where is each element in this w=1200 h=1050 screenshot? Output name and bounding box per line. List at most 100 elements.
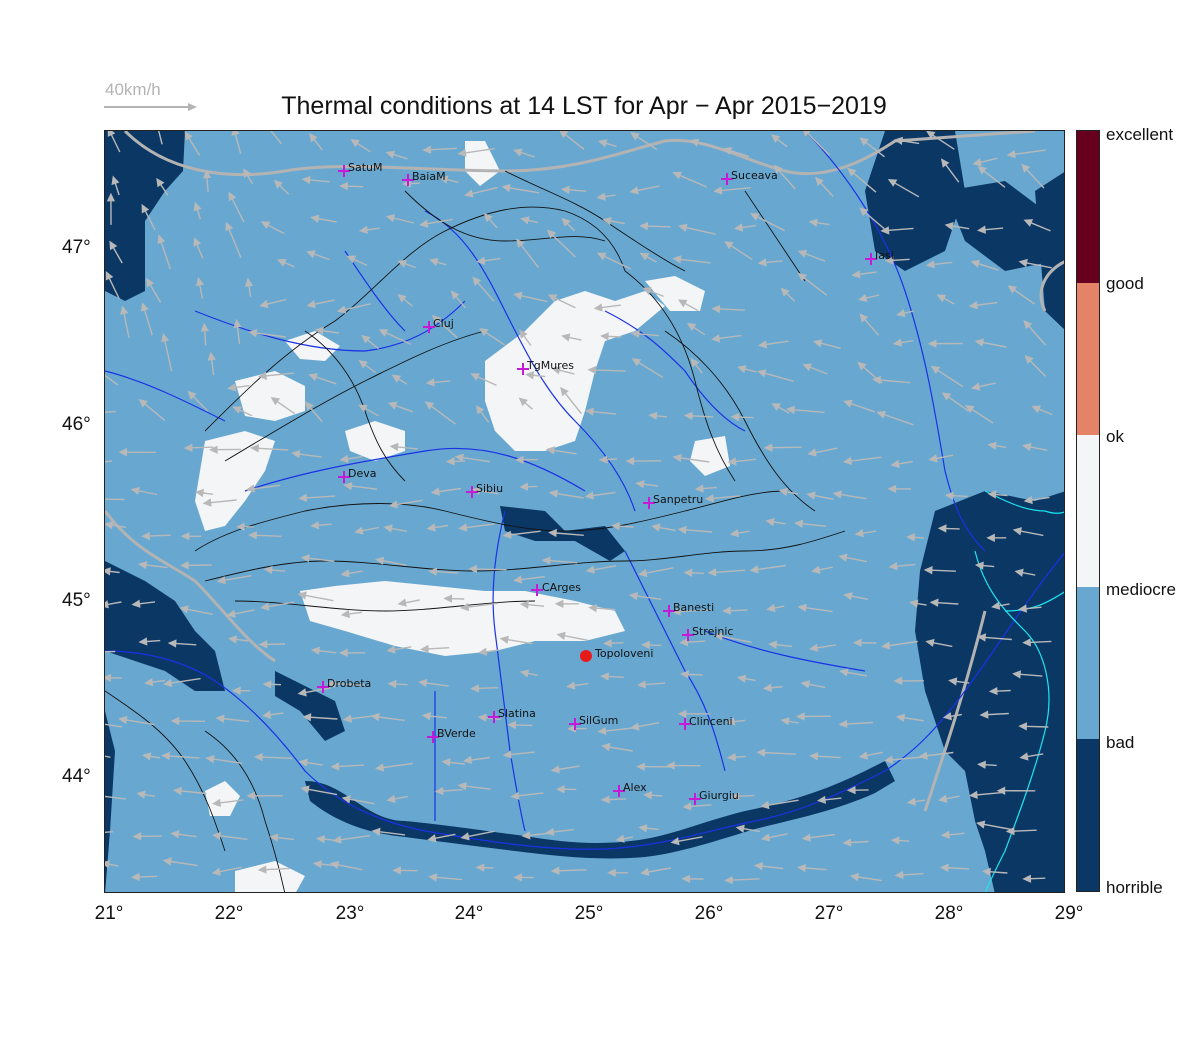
wind-arrow-head	[300, 554, 310, 563]
wind-arrow-head	[183, 443, 193, 452]
wind-arrow-head	[431, 314, 442, 324]
wind-arrow-head	[195, 276, 205, 287]
wind-arrow-head	[970, 259, 981, 268]
wind-arrow-head	[808, 218, 818, 227]
wind-arrow-head	[677, 525, 687, 535]
wind-arrow-head	[339, 182, 348, 191]
wind-arrow-head	[735, 824, 745, 833]
wind-arrow-head	[909, 599, 919, 608]
wind-arrow-head	[859, 137, 869, 147]
wind-arrow-head	[628, 591, 638, 601]
wind-arrow-head	[884, 256, 894, 265]
wind-arrow-head	[630, 329, 640, 339]
city-marker	[682, 629, 694, 641]
wind-arrow-head	[248, 328, 258, 338]
wind-arrow-head	[130, 486, 140, 495]
wind-arrow-head	[105, 567, 111, 576]
wind-arrow-head	[923, 566, 933, 575]
wind-arrow-head	[797, 250, 808, 258]
wind-arrow-head	[245, 484, 255, 493]
wind-arrow-head	[843, 592, 853, 601]
wind-arrow-head	[635, 480, 645, 489]
wind-arrow-head	[260, 221, 271, 230]
wind-arrow-head	[972, 158, 982, 167]
wind-arrow-head	[144, 677, 154, 687]
wind-arrow-head	[1021, 163, 1031, 173]
wind-arrow-head	[375, 763, 385, 772]
wind-arrow-head	[1023, 319, 1033, 330]
wind-arrow-head	[630, 132, 640, 141]
wind-arrow-head	[737, 365, 747, 374]
wind-arrow-head	[520, 216, 530, 225]
wind-arrow-head	[596, 192, 606, 201]
wind-arrow-head	[156, 177, 165, 188]
wind-arrow-head	[876, 410, 886, 419]
wind-arrow-head	[304, 401, 314, 411]
wind-arrow-head	[383, 524, 393, 533]
wind-arrow-head	[142, 752, 152, 761]
wind-arrow-head	[202, 169, 212, 179]
wind-arrow-head	[385, 150, 396, 159]
wind-arrow-head	[371, 827, 381, 836]
city-label: Suceava	[731, 169, 778, 182]
wind-arrow-head	[681, 874, 691, 884]
wind-arrow-head	[815, 176, 824, 186]
wind-arrow-head	[585, 565, 595, 574]
wind-arrow-head	[988, 686, 998, 696]
wind-arrow-head	[807, 448, 817, 457]
wind-arrow-head	[470, 373, 480, 381]
wind-arrow-head	[202, 498, 212, 507]
wind-arrow-head	[1014, 568, 1024, 577]
legend-label-good: good	[1106, 274, 1144, 293]
wind-arrow	[105, 601, 122, 606]
city-marker	[689, 793, 701, 805]
wind-arrow-head	[561, 333, 571, 342]
wind-arrow-head	[358, 404, 368, 413]
wind-arrow-head	[763, 443, 773, 452]
wind-arrow-head	[434, 786, 444, 796]
wind-arrow-head	[584, 491, 594, 500]
wind-arrow-head	[160, 332, 170, 343]
wind-arrow-head	[977, 760, 986, 769]
city-marker	[643, 497, 655, 509]
wind-arrow-head	[849, 872, 860, 882]
wind-arrow-head	[277, 258, 287, 267]
wind-arrow-head	[773, 164, 783, 174]
wind-arrow-head	[243, 168, 252, 178]
wind-arrow-head	[472, 276, 482, 286]
wind-arrow-head	[938, 794, 948, 803]
wind-arrow-head	[705, 494, 714, 503]
wind-arrow-head	[257, 865, 267, 874]
wind-arrow-head	[426, 523, 436, 532]
wind-arrow-head	[600, 795, 610, 804]
wind-arrow-head	[1023, 219, 1034, 227]
wind-arrow-head	[551, 366, 561, 375]
wind-arrow-head	[548, 528, 557, 538]
wind-arrow-head	[137, 560, 148, 570]
wind-arrow-head	[1024, 354, 1034, 364]
wind-arrow-head	[1012, 527, 1022, 536]
wind-arrow-head	[677, 299, 688, 308]
wind-arrow-head	[162, 857, 172, 866]
wind-arrow-head	[858, 751, 869, 760]
wind-arrow-head	[463, 755, 473, 765]
wind-arrow-head	[339, 648, 348, 658]
wind-arrow-head	[460, 602, 470, 612]
wind-arrow-head	[306, 300, 316, 309]
wind-arrow-head	[977, 165, 987, 175]
wind-arrow-head	[566, 681, 576, 690]
wind-arrow-head	[260, 602, 270, 611]
wind-arrow-head	[312, 860, 322, 869]
wind-arrow-head	[847, 167, 857, 177]
wind-arrow-head	[460, 832, 470, 841]
wind-arrow-head	[397, 598, 407, 607]
map-title: Thermal conditions at 14 LST for Apr − A…	[281, 92, 887, 120]
legend-swatch-excellent	[1077, 131, 1099, 283]
lat-label-45: 45°	[62, 590, 91, 611]
wind-arrow-head	[857, 361, 867, 371]
wind-arrow-head	[846, 785, 856, 795]
wind-arrow-head	[977, 225, 987, 234]
wind-arrow-head	[778, 487, 788, 497]
legend-label-bad: bad	[1106, 733, 1135, 752]
city-label: TgMures	[527, 359, 574, 372]
